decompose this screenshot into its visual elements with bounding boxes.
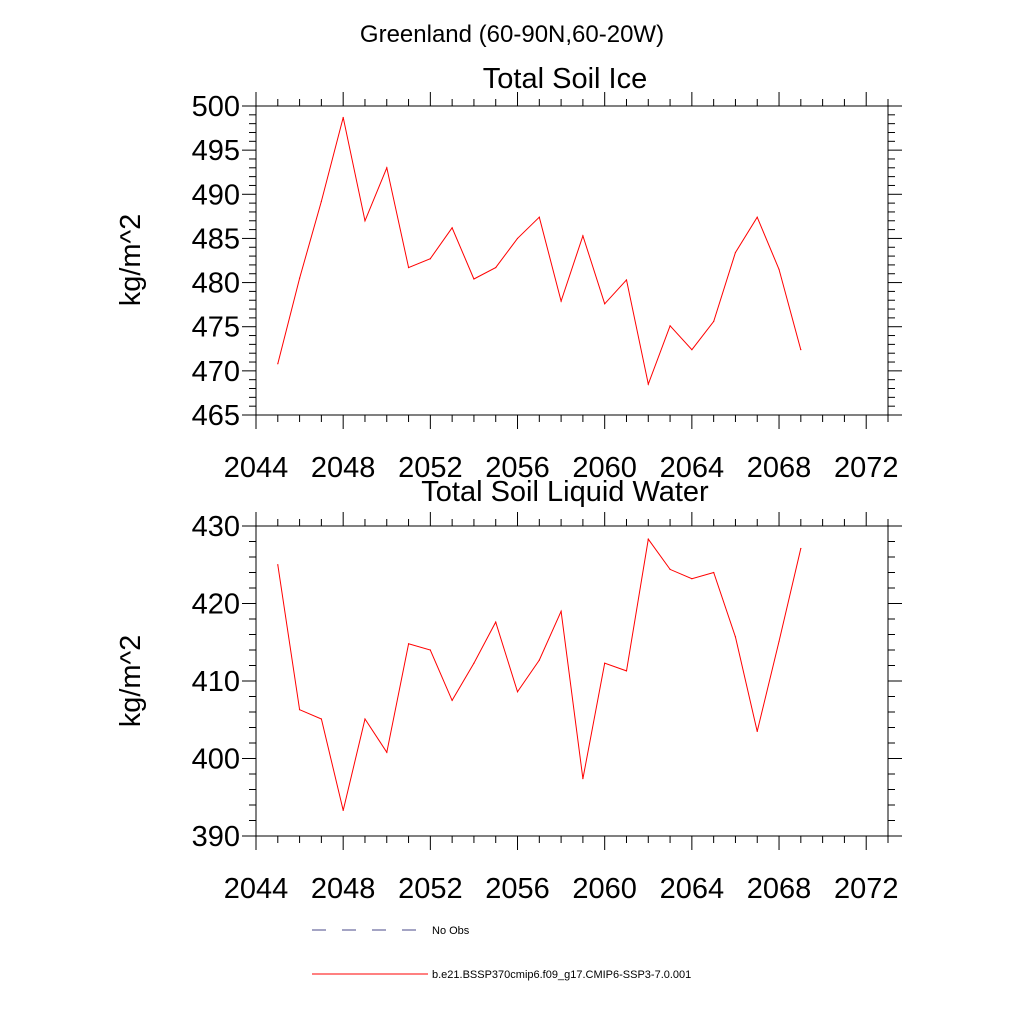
x-tick-label: 2044 xyxy=(224,873,289,905)
data-point xyxy=(473,278,475,280)
y-tick-label: 390 xyxy=(192,821,240,853)
data-point xyxy=(429,258,431,260)
data-point xyxy=(778,268,780,270)
x-tick-label: 2056 xyxy=(485,452,550,484)
chart-title: Total Soil Liquid Water xyxy=(421,476,709,508)
data-point xyxy=(582,778,584,780)
y-tick-label: 465 xyxy=(192,400,240,432)
x-tick-label: 2064 xyxy=(660,873,725,905)
data-point xyxy=(800,547,802,550)
data-point xyxy=(320,718,322,720)
data-point xyxy=(647,538,649,540)
data-point xyxy=(647,383,649,385)
y-axis-label: kg/m^2 xyxy=(115,214,147,307)
y-tick-label: 420 xyxy=(192,589,240,621)
series-line xyxy=(277,537,802,811)
legend: No Obs b.e21.BSSP370cmip6.f09_g17.CMIP6-… xyxy=(312,925,691,981)
data-point xyxy=(386,167,388,169)
data-point xyxy=(538,216,540,218)
figure-title: Greenland (60-90N,60-20W) xyxy=(360,21,664,48)
y-tick-label: 430 xyxy=(192,511,240,543)
data-point xyxy=(516,237,519,240)
data-point xyxy=(277,363,279,365)
x-tick-label: 2072 xyxy=(834,873,899,905)
legend-label-no-obs: No Obs xyxy=(432,925,470,937)
x-tick-label: 2072 xyxy=(834,452,899,484)
data-point xyxy=(473,662,475,664)
data-point xyxy=(734,251,737,254)
data-point xyxy=(320,200,322,202)
series-line xyxy=(277,117,802,386)
legend-label-model: b.e21.BSSP370cmip6.f09_g17.CMIP6-SSP3-7.… xyxy=(432,969,691,981)
chart-total-soil-ice: Total Soil Ice kg/m^2 2044 2048 2052 2056 20… xyxy=(115,63,902,484)
y-tick-label: 400 xyxy=(192,744,240,776)
x-tick-label: 2060 xyxy=(572,873,637,905)
data-point xyxy=(604,662,606,664)
x-tick-label: 2068 xyxy=(747,452,812,484)
x-tick-label: 2044 xyxy=(224,452,289,484)
y-axis-label: kg/m^2 xyxy=(115,635,147,728)
y-tick-label: 495 xyxy=(192,135,240,167)
data-point xyxy=(713,571,715,574)
data-point xyxy=(407,266,410,269)
x-tick-label: 2068 xyxy=(747,873,812,905)
y-tick-label: 490 xyxy=(192,179,240,211)
data-point xyxy=(277,564,279,566)
y-tick-label: 500 xyxy=(192,91,240,123)
y-tick-label: 470 xyxy=(192,356,240,388)
x-tick-label: 2048 xyxy=(311,873,376,905)
data-point xyxy=(713,320,715,323)
x-tick-label: 2048 xyxy=(311,452,376,484)
plot-frame xyxy=(255,525,889,837)
data-point xyxy=(451,227,453,229)
data-point xyxy=(560,300,562,302)
data-point xyxy=(734,636,737,638)
data-point xyxy=(495,621,497,623)
data-point xyxy=(342,116,344,119)
x-tick-label: 2056 xyxy=(485,873,550,905)
y-tick-label: 410 xyxy=(192,666,240,698)
x-tick-label: 2052 xyxy=(398,452,463,484)
data-point xyxy=(604,303,606,305)
data-point xyxy=(582,235,584,237)
data-point xyxy=(560,610,562,612)
y-tick-label: 485 xyxy=(192,223,240,255)
x-tick-label: 2064 xyxy=(660,452,725,484)
data-point xyxy=(800,349,802,351)
data-point xyxy=(756,216,758,218)
x-tick-label: 2060 xyxy=(572,452,637,484)
data-point xyxy=(495,266,497,269)
data-point xyxy=(669,325,671,327)
x-tick-label: 2052 xyxy=(398,873,463,905)
data-point xyxy=(298,709,301,711)
data-point xyxy=(538,659,540,661)
data-point xyxy=(407,643,410,645)
data-point xyxy=(429,649,431,651)
data-point xyxy=(625,279,628,281)
data-point xyxy=(691,349,693,351)
chart-total-soil-liquid-water: Total Soil Liquid Water kg/m^2 2044 2048 2… xyxy=(115,476,902,905)
data-point xyxy=(625,670,628,672)
data-point xyxy=(364,220,366,222)
data-point xyxy=(516,691,519,693)
data-point xyxy=(364,718,366,720)
data-point xyxy=(342,809,344,812)
data-point xyxy=(669,568,671,571)
plot-frame xyxy=(255,105,889,416)
y-tick-label: 480 xyxy=(192,268,240,300)
chart-title: Total Soil Ice xyxy=(483,63,647,95)
data-point xyxy=(691,578,693,580)
data-point xyxy=(451,699,453,701)
data-point xyxy=(756,730,758,732)
y-tick-label: 475 xyxy=(192,312,240,344)
data-point xyxy=(298,277,301,279)
data-point xyxy=(386,751,388,753)
data-point xyxy=(778,640,780,643)
